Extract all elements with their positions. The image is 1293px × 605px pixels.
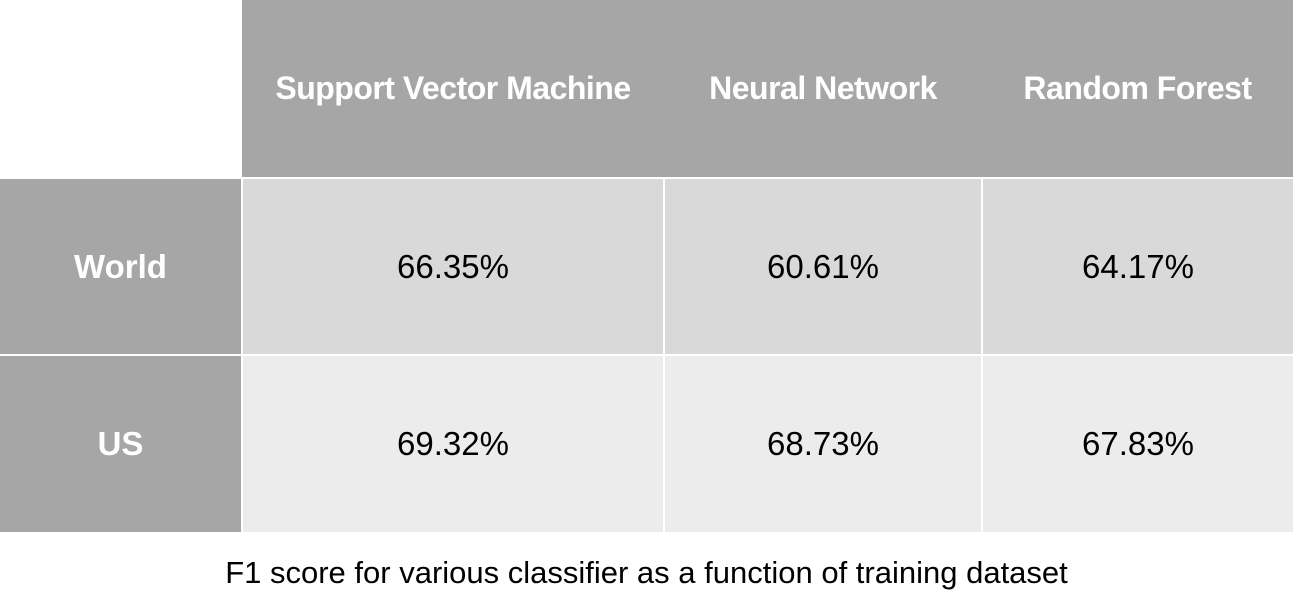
table-cell: 64.17% <box>981 177 1293 355</box>
table-cell: 67.83% <box>981 354 1293 532</box>
column-header-svm: Support Vector Machine <box>242 0 664 178</box>
table-row-world: World 66.35% 60.61% 64.17% <box>0 177 1293 355</box>
table-cell: 68.73% <box>663 354 982 532</box>
row-header-us: US <box>0 354 242 532</box>
header-row: Support Vector Machine Neural Network Ra… <box>0 0 1293 178</box>
table-cell: 66.35% <box>241 177 664 355</box>
column-header-random-forest: Random Forest <box>982 0 1293 178</box>
table-cell: 60.61% <box>663 177 982 355</box>
table-row-us: US 69.32% 68.73% 67.83% <box>0 354 1293 532</box>
results-table: Support Vector Machine Neural Network Ra… <box>0 0 1293 532</box>
row-header-world: World <box>0 177 242 355</box>
corner-cell <box>0 0 242 178</box>
column-header-neural-network: Neural Network <box>664 0 982 178</box>
table-caption: F1 score for various classifier as a fun… <box>225 555 1068 590</box>
table-cell: 69.32% <box>241 354 664 532</box>
